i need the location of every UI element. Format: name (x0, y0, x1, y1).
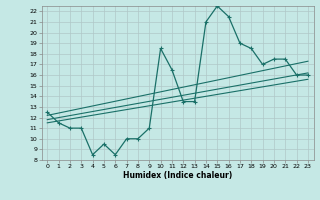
X-axis label: Humidex (Indice chaleur): Humidex (Indice chaleur) (123, 171, 232, 180)
